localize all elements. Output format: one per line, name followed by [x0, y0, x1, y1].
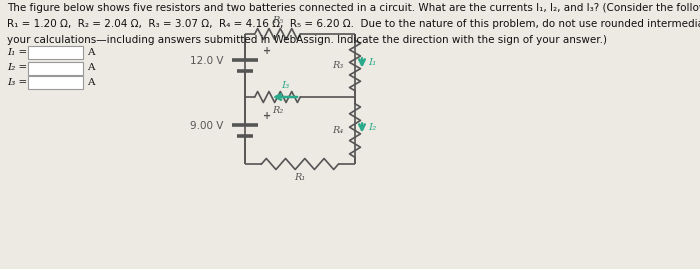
Text: +: + [263, 111, 271, 121]
Text: +: + [263, 46, 271, 56]
Text: I₂ =: I₂ = [7, 63, 27, 73]
Text: A: A [87, 63, 94, 73]
Text: R₅: R₅ [272, 16, 283, 25]
Text: I₂: I₂ [368, 123, 377, 133]
FancyBboxPatch shape [28, 62, 83, 75]
Text: I₁: I₁ [368, 58, 377, 68]
Text: R₁ = 1.20 Ω,  R₂ = 2.04 Ω,  R₃ = 3.07 Ω,  R₄ = 4.16 Ω,  R₅ = 6.20 Ω.  Due to the: R₁ = 1.20 Ω, R₂ = 2.04 Ω, R₃ = 3.07 Ω, R… [7, 19, 700, 29]
FancyBboxPatch shape [28, 47, 83, 59]
Text: A: A [87, 79, 94, 87]
Text: R₂: R₂ [272, 106, 283, 115]
Text: R₃: R₃ [332, 61, 343, 70]
Text: R₁: R₁ [295, 173, 306, 182]
Text: R₄: R₄ [332, 126, 343, 135]
Text: The figure below shows five resistors and two batteries connected in a circuit. : The figure below shows five resistors an… [7, 3, 700, 13]
Text: I₃: I₃ [281, 81, 289, 90]
Text: your calculations—including answers submitted in WebAssign. Indicate the directi: your calculations—including answers subm… [7, 35, 607, 45]
Text: A: A [87, 48, 94, 58]
Text: I₃ =: I₃ = [7, 79, 27, 87]
Text: I₁ =: I₁ = [7, 48, 27, 58]
Text: 9.00 V: 9.00 V [190, 122, 223, 132]
FancyBboxPatch shape [28, 76, 83, 90]
Text: 12.0 V: 12.0 V [190, 56, 223, 66]
